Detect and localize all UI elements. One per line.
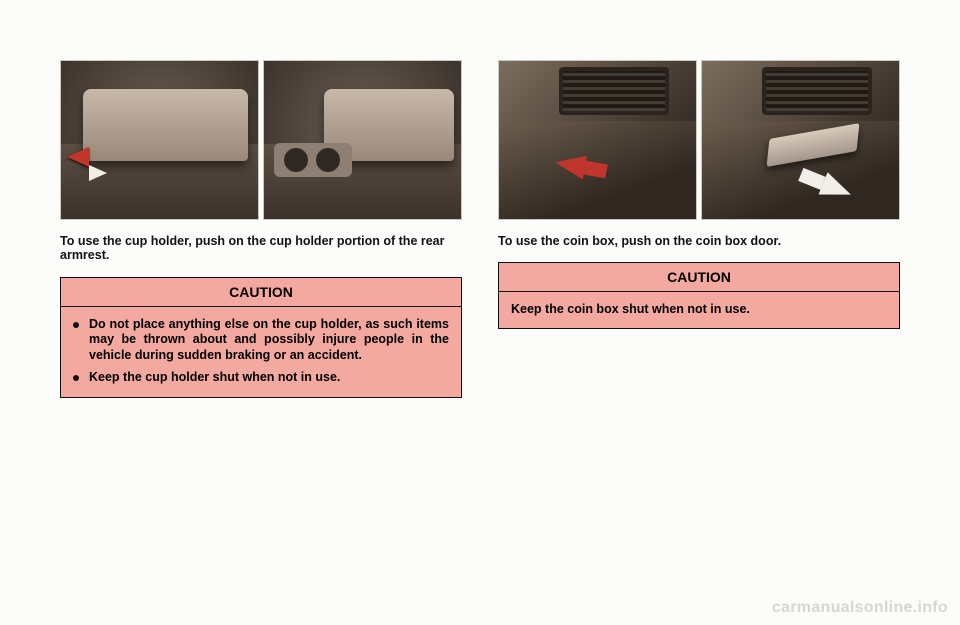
coin-box-caution-box: CAUTION Keep the coin box shut when not … (498, 262, 900, 329)
caution-body: Keep the coin box shut when not in use. (499, 292, 899, 328)
right-column: To use the coin box, push on the coin bo… (498, 60, 900, 398)
caution-header: CAUTION (499, 263, 899, 292)
caution-item: Keep the cup holder shut when not in use… (73, 370, 449, 386)
cup-holder-open-photo (263, 60, 462, 220)
cup-holder-tray (274, 143, 352, 177)
coin-box-open-photo (701, 60, 900, 220)
watermark-text: carmanualsonline.info (772, 599, 948, 617)
coin-box-instruction: To use the coin box, push on the coin bo… (498, 234, 900, 248)
caution-header: CAUTION (61, 278, 461, 307)
rear-armrest (83, 89, 248, 161)
caution-item: Do not place anything else on the cup ho… (73, 317, 449, 364)
cup-holder-instruction: To use the cup holder, push on the cup h… (60, 234, 462, 263)
manual-page: To use the cup holder, push on the cup h… (60, 60, 900, 398)
coin-box-photo-pair (498, 60, 900, 220)
cup-holder-caution-box: CAUTION Do not place anything else on th… (60, 277, 462, 399)
caution-body: Do not place anything else on the cup ho… (61, 307, 461, 398)
release-arrow-icon (89, 165, 107, 181)
push-arrow-icon (553, 151, 587, 180)
cup-holder-photo-pair (60, 60, 462, 220)
caution-list: Do not place anything else on the cup ho… (73, 317, 449, 386)
air-vent (762, 67, 872, 115)
coin-box-closed-photo (498, 60, 697, 220)
cup-holder-closed-photo (60, 60, 259, 220)
air-vent (559, 67, 669, 115)
left-column: To use the cup holder, push on the cup h… (60, 60, 462, 398)
push-in-arrow-icon (67, 147, 89, 167)
